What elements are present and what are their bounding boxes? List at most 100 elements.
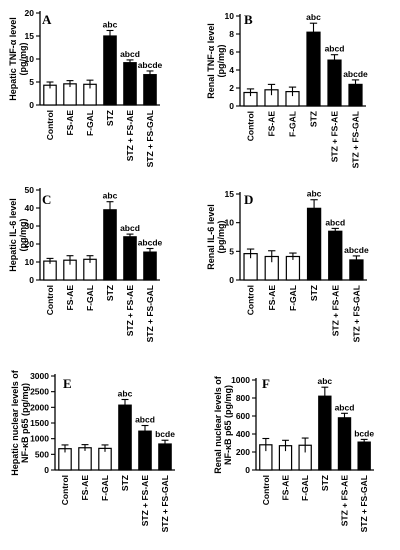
bar <box>337 417 352 471</box>
chart-panel-d: D Renal IL-6 level (pg/mg) 0 5 10 15 Control FS-… <box>206 189 369 343</box>
x-tick-label: STZ <box>309 285 319 301</box>
y-axis-label: NF-κB p65 (pg/mg) <box>223 385 233 465</box>
y-tick-label: 20 <box>25 8 35 18</box>
x-tick-label: F-GAL <box>85 285 95 311</box>
y-tick-label: 4 <box>229 65 234 75</box>
x-tick-label: STZ + FS-AE <box>330 111 340 163</box>
x-tick-label: FS-AE <box>80 475 90 501</box>
x-tick-label: STZ + FS-GAL <box>351 285 361 342</box>
y-axis-label: (pg/mg) <box>216 45 226 78</box>
panel-letter: E <box>63 376 72 391</box>
x-tick-label: F-GAL <box>100 475 110 501</box>
significance-label: bcde <box>354 428 374 438</box>
bar <box>143 251 157 281</box>
bar <box>103 35 117 106</box>
significance-label: abcde <box>138 60 163 70</box>
y-tick-label: 1500 <box>30 418 49 428</box>
chart-panel-c: C Hepatic IL-6 level (pg/mg) 0 10 20 30 40 50 Con… <box>8 185 163 342</box>
bar <box>123 62 137 106</box>
significance-label: abc <box>306 12 321 22</box>
bar <box>318 395 332 471</box>
y-tick-label: 10 <box>25 54 35 64</box>
x-tick-label: STZ + FS-AE <box>340 475 350 527</box>
y-tick-label: 500 <box>35 449 49 459</box>
significance-label: abc <box>118 389 133 399</box>
significance-label: abcd <box>325 217 345 227</box>
y-axis-label: Hepatic TNF-α level <box>8 17 18 101</box>
bar <box>306 31 321 107</box>
y-tick-label: 30 <box>25 221 35 231</box>
chart-panel-e: E Hepatic nuclear levels of NF-κB p65 (pg/… <box>10 369 175 532</box>
bar <box>348 83 363 107</box>
bar <box>138 430 152 471</box>
x-tick-label: Control <box>246 111 256 141</box>
x-tick-label: STZ <box>120 475 130 491</box>
y-axis-label: Renal TNF-α level <box>206 23 216 99</box>
x-tick-label: F-GAL <box>300 475 310 501</box>
x-tick-label: STZ <box>320 475 330 491</box>
significance-label: abcd <box>120 49 140 59</box>
x-tick-label: F-GAL <box>288 111 298 137</box>
y-tick-label: 0 <box>245 465 250 475</box>
y-axis-label: Renal IL-6 level <box>206 204 216 270</box>
y-tick-label: 2000 <box>30 402 49 412</box>
y-tick-label: 2500 <box>30 387 49 397</box>
x-tick-label: STZ <box>105 285 115 301</box>
bar <box>43 260 57 281</box>
y-tick-label: 1000 <box>231 375 250 385</box>
bar <box>328 230 343 281</box>
y-tick-label: 15 <box>25 31 35 41</box>
significance-label: abcd <box>120 223 140 233</box>
y-tick-label: 10 <box>225 11 235 21</box>
y-tick-label: 600 <box>236 411 250 421</box>
y-axis-label: (pg/mg) <box>18 43 28 76</box>
x-tick-label: Control <box>45 285 55 315</box>
panel-letter: F <box>262 376 270 391</box>
significance-label: abcde <box>138 238 163 248</box>
significance-label: abcd <box>325 44 345 54</box>
significance-label: abcde <box>344 245 369 255</box>
significance-label: abcd <box>135 415 155 425</box>
y-tick-label: 10 <box>25 257 35 267</box>
panel-letter: A <box>42 12 52 27</box>
bar <box>103 209 117 281</box>
y-tick-label: 200 <box>236 447 250 457</box>
y-tick-label: 50 <box>25 185 35 195</box>
x-tick-label: FS-AE <box>267 285 277 311</box>
chart-panel-f: F Renal nuclear levels of NF-κB p65 (pg/mg… <box>213 375 374 532</box>
y-axis-label: (pg/mg) <box>18 219 28 252</box>
x-tick-label: F-GAL <box>85 110 95 136</box>
significance-label: abcde <box>343 69 368 79</box>
x-tick-label: STZ + FS-AE <box>140 475 150 527</box>
significance-label: abc <box>318 376 333 386</box>
y-axis-label: (pg/mg) <box>216 221 226 254</box>
y-axis-label: Hepatic IL-6 level <box>8 198 18 272</box>
x-tick-label: STZ + FS-AE <box>330 285 340 337</box>
chart-panel-a: A Hepatic TNF-α level (pg/mg) 0 5 10 15 20 Contr… <box>8 8 163 167</box>
x-tick-label: STZ + FS-GAL <box>160 475 170 532</box>
y-tick-label: 3000 <box>30 371 49 381</box>
x-tick-label: FS-AE <box>267 111 277 137</box>
y-axis-label: NF-κB p65 (pg/mg) <box>20 383 30 463</box>
panel-letter: C <box>42 192 51 207</box>
y-tick-label: 6 <box>229 47 234 57</box>
x-tick-label: STZ + FS-AE <box>125 285 135 337</box>
chart-panel-b: B Renal TNF-α level (pg/mg) 0 2 4 6 8 10 Control F… <box>206 11 368 168</box>
panel-letter: B <box>244 12 253 27</box>
bar <box>349 259 364 281</box>
x-tick-label: Control <box>246 285 256 315</box>
y-tick-label: 800 <box>236 393 250 403</box>
bar <box>118 404 132 471</box>
y-tick-label: 2 <box>229 83 234 93</box>
x-tick-label: Control <box>60 475 70 505</box>
x-tick-label: FS-AE <box>65 285 75 311</box>
y-axis-label: Hepatic nuclear levels of <box>10 369 20 476</box>
bar <box>158 443 172 471</box>
significance-label: abc <box>103 19 118 29</box>
bar <box>78 447 92 471</box>
x-tick-label: STZ + FS-AE <box>125 110 135 162</box>
y-tick-label: 40 <box>25 203 35 213</box>
y-tick-label: 8 <box>229 29 234 39</box>
y-tick-label: 0 <box>29 275 34 285</box>
